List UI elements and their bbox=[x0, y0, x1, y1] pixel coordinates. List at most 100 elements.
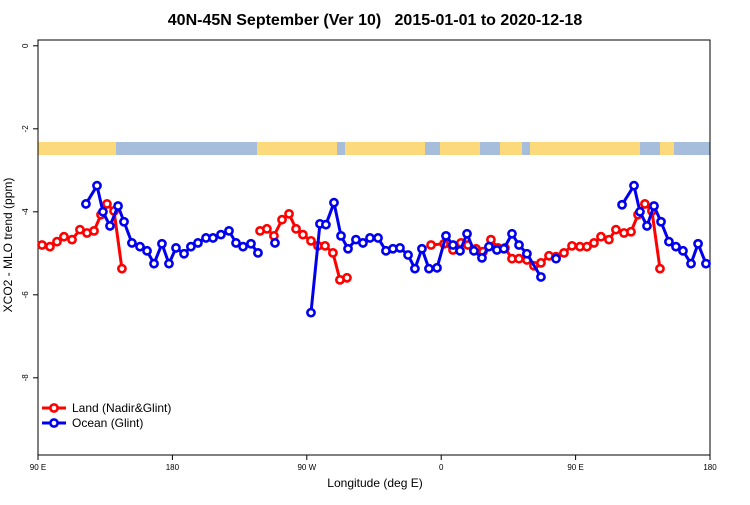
legend-label: Ocean (Glint) bbox=[72, 416, 143, 430]
point bbox=[119, 216, 129, 227]
point bbox=[655, 263, 665, 274]
point bbox=[484, 241, 494, 252]
point bbox=[629, 180, 639, 191]
point bbox=[536, 272, 546, 282]
point bbox=[448, 240, 458, 250]
point bbox=[306, 235, 316, 246]
point bbox=[664, 236, 674, 247]
point bbox=[149, 258, 159, 269]
point bbox=[127, 238, 137, 248]
x-tick-label: 180 bbox=[166, 463, 180, 472]
point bbox=[45, 241, 55, 252]
point bbox=[67, 234, 77, 245]
point bbox=[604, 234, 614, 245]
point bbox=[238, 241, 248, 252]
x-tick-label: 180 bbox=[703, 463, 717, 472]
point bbox=[358, 238, 368, 248]
point bbox=[701, 258, 711, 269]
point bbox=[186, 241, 196, 252]
point bbox=[626, 226, 636, 237]
point bbox=[329, 197, 339, 208]
point bbox=[499, 243, 509, 254]
point bbox=[617, 199, 627, 210]
point bbox=[164, 258, 174, 269]
point bbox=[589, 238, 599, 248]
x-tick-label: 90 E bbox=[30, 463, 46, 472]
point bbox=[113, 201, 123, 211]
point bbox=[424, 263, 434, 274]
point bbox=[507, 228, 517, 239]
x-axis-label: Longitude (deg E) bbox=[327, 476, 422, 490]
point bbox=[417, 243, 427, 254]
point bbox=[284, 208, 294, 219]
point bbox=[135, 241, 145, 252]
point bbox=[224, 225, 234, 236]
y-axis-label: XCO2 - MLO trend (ppm) bbox=[1, 178, 15, 313]
point bbox=[246, 238, 256, 249]
point bbox=[373, 233, 383, 243]
point bbox=[671, 241, 681, 252]
point bbox=[320, 240, 330, 251]
point bbox=[635, 206, 645, 217]
point bbox=[92, 180, 102, 191]
point bbox=[328, 247, 338, 258]
point bbox=[37, 240, 47, 250]
point bbox=[514, 253, 524, 264]
point bbox=[52, 236, 62, 247]
point bbox=[231, 238, 241, 248]
point bbox=[686, 258, 696, 269]
y-tick-label: -8 bbox=[21, 374, 30, 382]
point bbox=[611, 224, 621, 235]
point bbox=[477, 252, 487, 263]
point bbox=[365, 233, 375, 243]
point bbox=[642, 221, 652, 231]
y-tick-label: -6 bbox=[21, 291, 30, 299]
legend-marker bbox=[49, 403, 59, 413]
point bbox=[216, 229, 226, 240]
point bbox=[567, 240, 577, 251]
x-tick-label: 90 W bbox=[297, 463, 316, 472]
point bbox=[582, 241, 592, 252]
point bbox=[253, 247, 263, 258]
legend-marker bbox=[49, 418, 59, 428]
point bbox=[262, 223, 272, 234]
point bbox=[277, 214, 287, 225]
point bbox=[117, 263, 127, 274]
y-tick-label: -2 bbox=[21, 125, 30, 133]
point bbox=[336, 230, 346, 241]
point bbox=[455, 245, 465, 256]
point bbox=[441, 230, 451, 241]
x-tick-label: 90 E bbox=[567, 463, 583, 472]
point bbox=[462, 228, 472, 239]
point bbox=[678, 245, 688, 256]
point bbox=[410, 263, 420, 274]
point bbox=[102, 199, 112, 209]
point bbox=[551, 253, 561, 264]
point bbox=[89, 225, 99, 236]
point bbox=[596, 231, 606, 242]
point bbox=[157, 238, 167, 249]
y-tick-label: 0 bbox=[21, 43, 30, 48]
legend-label: Land (Nadir&Glint) bbox=[72, 401, 171, 415]
point bbox=[291, 223, 301, 234]
point bbox=[395, 243, 405, 253]
point bbox=[193, 238, 203, 248]
point bbox=[559, 247, 569, 258]
point bbox=[98, 206, 108, 217]
point bbox=[536, 257, 546, 268]
point bbox=[270, 238, 280, 248]
point bbox=[469, 245, 479, 256]
point bbox=[298, 229, 308, 240]
x-tick-label: 0 bbox=[439, 463, 444, 472]
land-mask-strip bbox=[38, 142, 710, 155]
point bbox=[403, 250, 413, 260]
point bbox=[179, 248, 189, 259]
point bbox=[649, 201, 659, 211]
point bbox=[342, 272, 352, 283]
point bbox=[59, 231, 69, 242]
point bbox=[514, 240, 524, 250]
point bbox=[639, 199, 650, 209]
y-tick-label: -4 bbox=[21, 208, 30, 216]
point bbox=[142, 245, 152, 256]
point bbox=[105, 221, 115, 231]
